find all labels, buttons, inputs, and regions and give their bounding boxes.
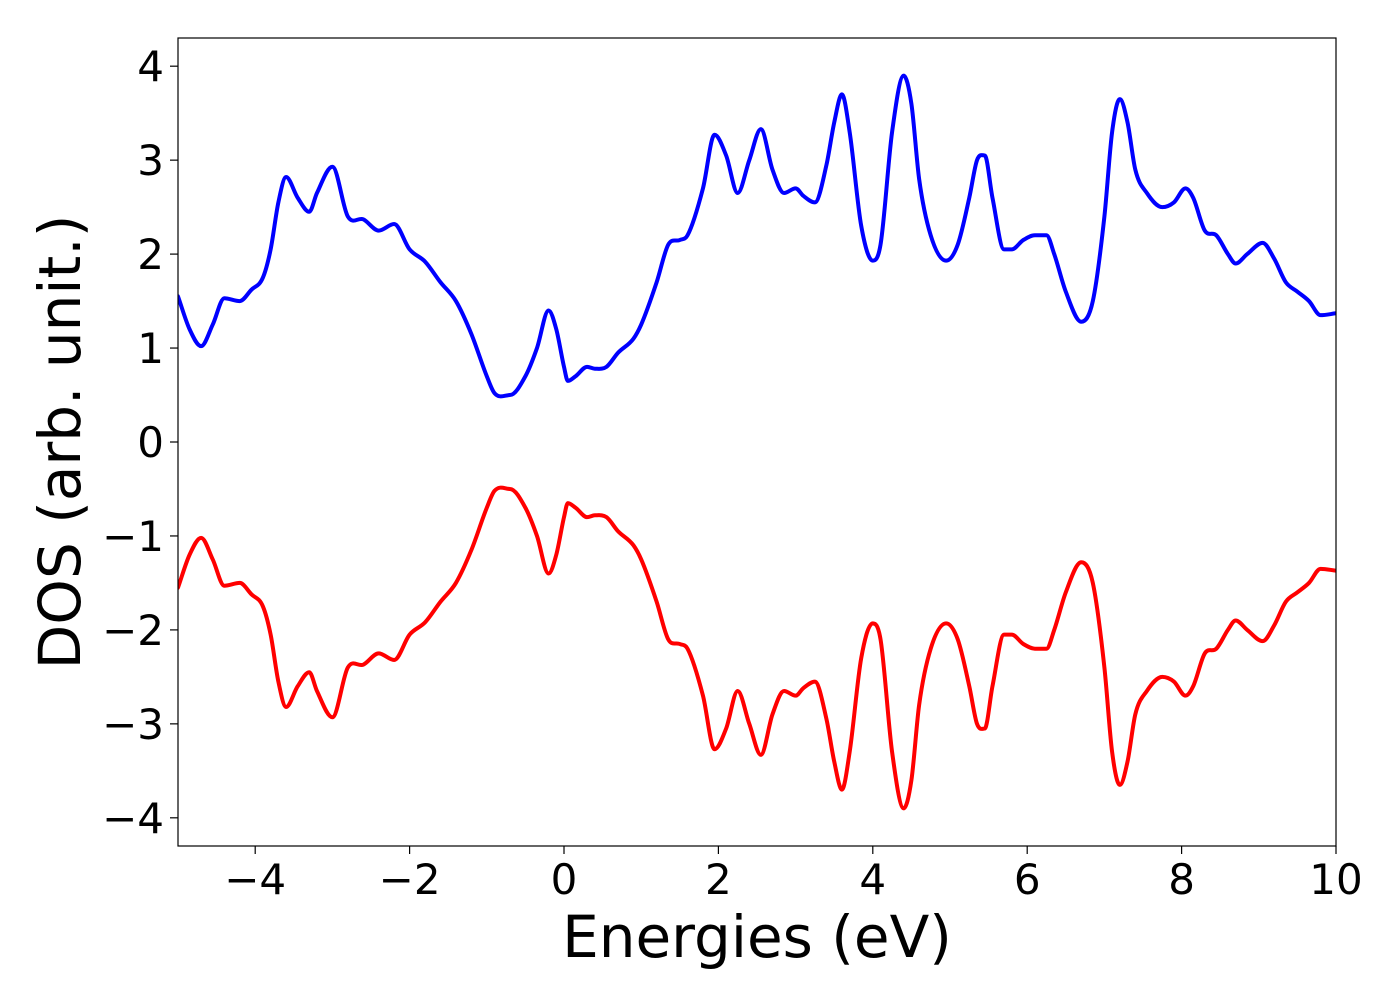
y-tick-label: −1 xyxy=(102,512,164,561)
x-tick-label: 0 xyxy=(551,855,578,904)
x-axis-title: Energies (eV) xyxy=(562,903,952,971)
y-tick-label: 0 xyxy=(137,418,164,467)
x-tick-label: 2 xyxy=(705,855,732,904)
x-tick-label: 6 xyxy=(1014,855,1041,904)
series-layer xyxy=(178,73,1336,811)
y-axis-title: DOS (arb. unit.) xyxy=(26,215,94,670)
x-tick-label: 8 xyxy=(1168,855,1195,904)
y-tick-label: −4 xyxy=(102,794,164,843)
x-tick-label: −2 xyxy=(379,855,441,904)
y-tick-label: −3 xyxy=(102,700,164,749)
y-tick-label: 1 xyxy=(137,324,164,373)
y-tick-label: 2 xyxy=(137,230,164,279)
series-line-spin-up xyxy=(178,73,1336,399)
y-tick-label: 3 xyxy=(137,136,164,185)
series-line-spin-down xyxy=(178,485,1336,811)
x-tick-label: 4 xyxy=(859,855,886,904)
y-tick-label: −2 xyxy=(102,606,164,655)
x-tick-label: −4 xyxy=(224,855,286,904)
y-axis: −4 −3 −2 −1 0 1 2 3 4 xyxy=(102,42,178,843)
x-tick-label: 10 xyxy=(1309,855,1362,904)
x-axis: −4 −2 0 2 4 6 8 10 xyxy=(224,846,1363,904)
y-tick-label: 4 xyxy=(137,42,164,91)
